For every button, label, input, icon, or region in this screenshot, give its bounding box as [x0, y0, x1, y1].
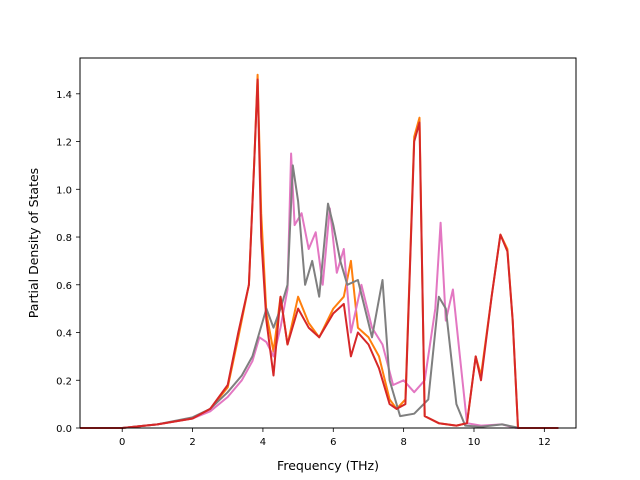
- y-tick-label: 1.2: [56, 138, 72, 149]
- x-axis-label: Frequency (THz): [277, 458, 379, 473]
- y-tick-label: 1.4: [56, 90, 72, 101]
- y-tick-label: 1.0: [56, 185, 72, 196]
- series-lines: [80, 73, 559, 429]
- y-tick-label: 0.0: [56, 424, 72, 435]
- y-tick-label: 0.6: [56, 281, 72, 292]
- y-tick-label: 0.8: [56, 233, 72, 244]
- y-axis-label: Partial Density of States: [26, 168, 41, 318]
- series-line-2: [80, 164, 559, 429]
- x-tick-label: 12: [538, 437, 551, 448]
- series-line-3: [80, 78, 559, 429]
- y-tick-label: 0.4: [56, 329, 72, 340]
- x-axis-ticks: 0 2 4 6 8 10 12: [119, 428, 551, 448]
- plot-area-frame: [79, 57, 577, 429]
- y-tick-label: 0.2: [56, 376, 72, 387]
- x-tick-label: 2: [189, 437, 195, 448]
- x-tick-label: 10: [468, 437, 481, 448]
- series-line-1: [80, 152, 559, 429]
- y-axis-ticks: 0.0 0.2 0.4 0.6 0.8 1.0 1.2 1.4: [56, 90, 80, 435]
- x-tick-label: 6: [330, 437, 336, 448]
- x-tick-label: 4: [260, 437, 266, 448]
- x-tick-label: 8: [400, 437, 406, 448]
- x-tick-label: 0: [119, 437, 125, 448]
